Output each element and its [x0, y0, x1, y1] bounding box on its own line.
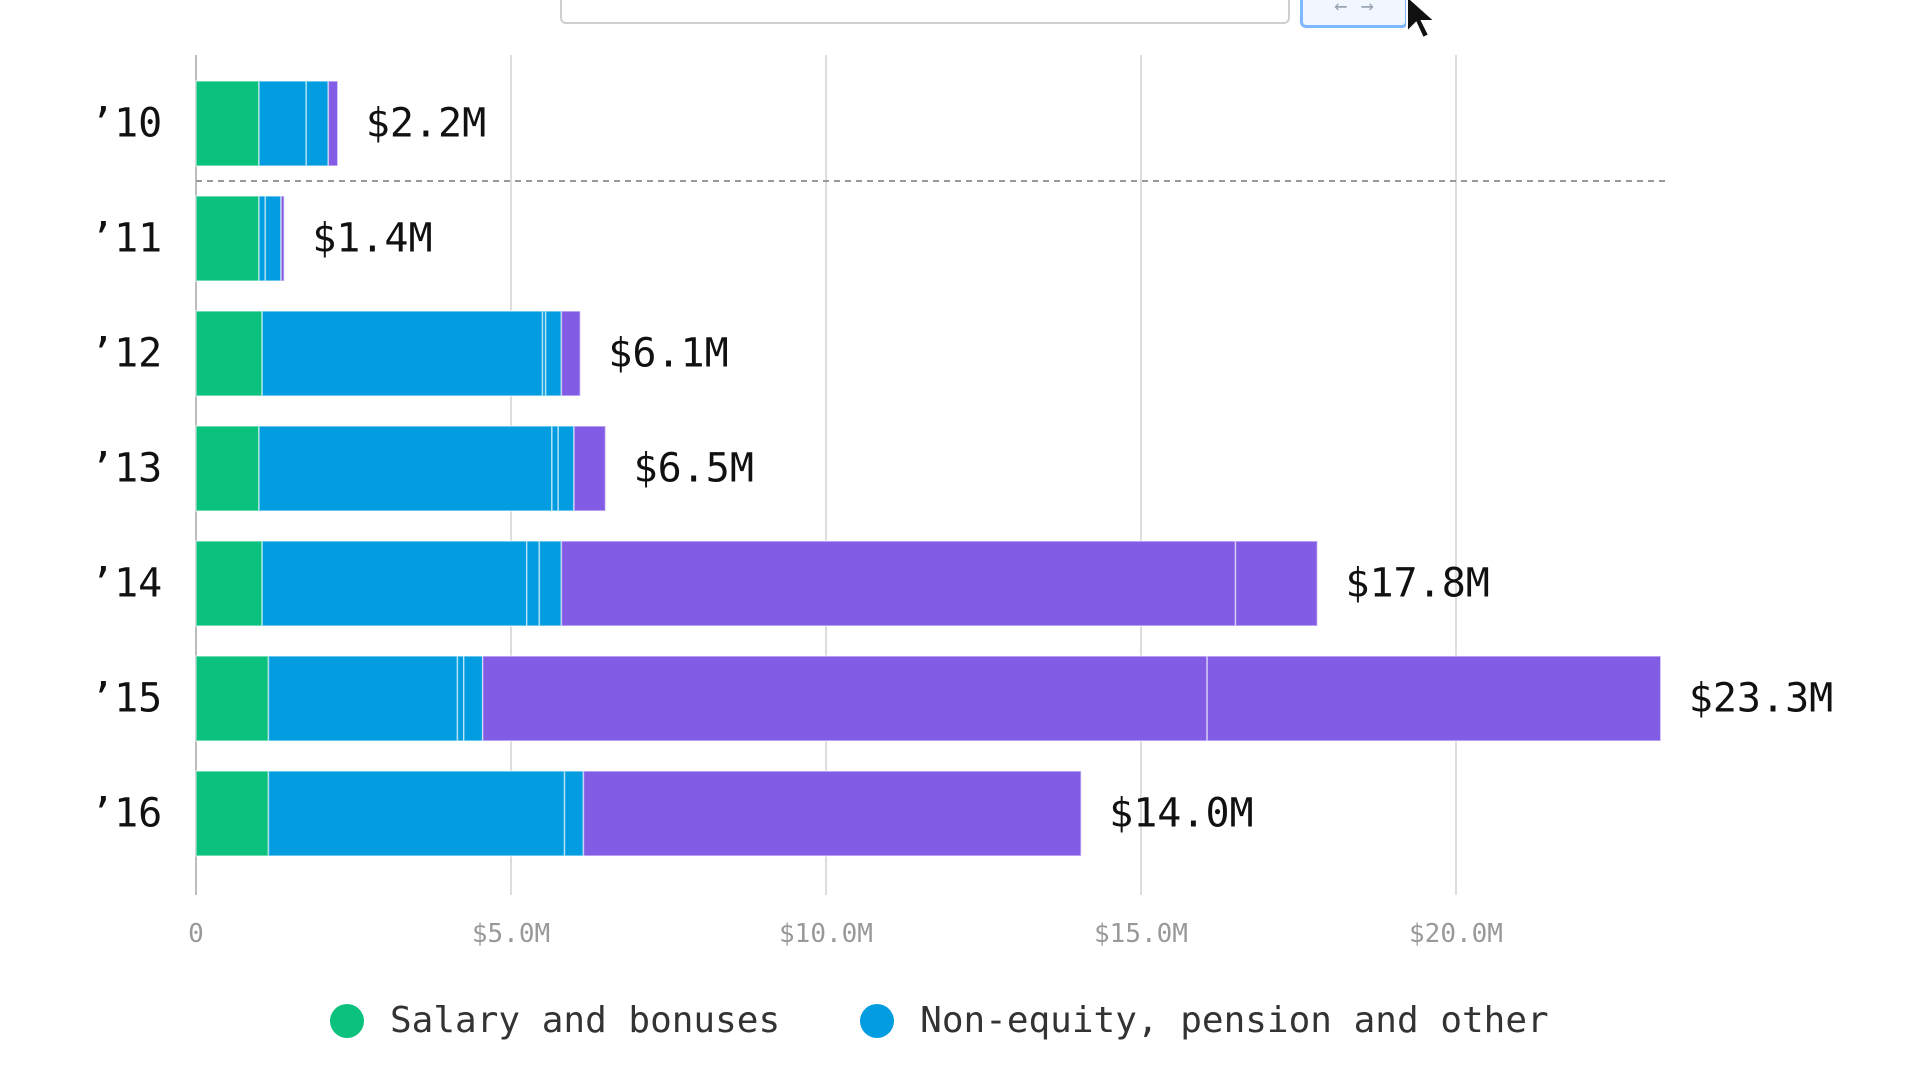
bar-segment: [1206, 655, 1662, 742]
bar-segment: [261, 540, 528, 627]
bar-segment: [305, 80, 330, 167]
total-label: $6.5M: [634, 446, 754, 492]
bar-segment: [267, 655, 459, 742]
bar-segment: [563, 770, 585, 857]
bar-segment: [195, 425, 260, 512]
x-tick-label: $10.0M: [779, 919, 873, 949]
bar-segment: [557, 425, 575, 512]
bar-segment: [261, 310, 544, 397]
category-label: ’16: [90, 791, 162, 837]
legend-item-non-equity[interactable]: Non-equity, pension and other: [860, 1000, 1549, 1041]
bar-segment: [560, 310, 582, 397]
bar-segment: [456, 655, 465, 742]
category-label: ’12: [90, 331, 162, 377]
bar-segment: [544, 310, 563, 397]
bar-segment: [258, 80, 307, 167]
mouse-pointer-icon: [1406, 0, 1438, 40]
category-label: ’15: [90, 676, 162, 722]
bar-segment: [195, 770, 270, 857]
legend-label-non-equity: Non-equity, pension and other: [920, 1000, 1549, 1041]
bar-segment: [195, 310, 263, 397]
navigation-arrows-button[interactable]: ← →: [1300, 0, 1408, 28]
category-label: ’11: [90, 216, 162, 262]
total-label: $17.8M: [1345, 561, 1490, 607]
total-label: $1.4M: [312, 216, 432, 262]
bar-segment: [258, 195, 267, 282]
bar-segment: [327, 80, 339, 167]
compensation-bar-chart: 0 $5.0M $10.0M $15.0M $20.0M ’10 $2.2M ’11 $1.4M…: [90, 55, 1834, 949]
bar-segment: [573, 425, 607, 512]
bar-segment: [280, 195, 285, 282]
total-label: $14.0M: [1109, 791, 1254, 837]
x-tick-label: $15.0M: [1094, 919, 1188, 949]
bar-segment: [526, 540, 541, 627]
bars: [195, 80, 1662, 857]
bar-segment: [481, 655, 1208, 742]
bar-segment: [258, 425, 553, 512]
chart-legend: Salary and bonuses Non-equity, pension a…: [330, 1000, 1549, 1041]
legend-item-salary[interactable]: Salary and bonuses: [330, 1000, 780, 1041]
bar-segment: [1234, 540, 1319, 627]
category-label: ’10: [90, 101, 162, 147]
category-label: ’14: [90, 561, 162, 607]
bar-segment: [538, 540, 563, 627]
bar-segment: [551, 425, 560, 512]
bar-segment: [582, 770, 1082, 857]
category-label: ’13: [90, 446, 162, 492]
bar-segment: [195, 80, 260, 167]
bar-segment: [195, 540, 263, 627]
bar-segment: [463, 655, 484, 742]
x-tick-label: 0: [188, 919, 204, 949]
bar-segment: [267, 770, 566, 857]
x-tick-label: $5.0M: [472, 919, 550, 949]
x-tick-label: $20.0M: [1409, 919, 1503, 949]
legend-swatch-non-equity: [860, 1003, 895, 1038]
bar-segment: [195, 195, 260, 282]
total-label: $6.1M: [608, 331, 728, 377]
bar-segment: [195, 655, 270, 742]
total-label: $23.3M: [1689, 676, 1834, 722]
bar-segment: [264, 195, 282, 282]
legend-swatch-salary: [330, 1003, 364, 1038]
total-label: $2.2M: [366, 101, 486, 147]
bar-segment: [560, 540, 1237, 627]
search-input[interactable]: [560, 0, 1290, 24]
legend-label-salary: Salary and bonuses: [390, 1000, 781, 1041]
